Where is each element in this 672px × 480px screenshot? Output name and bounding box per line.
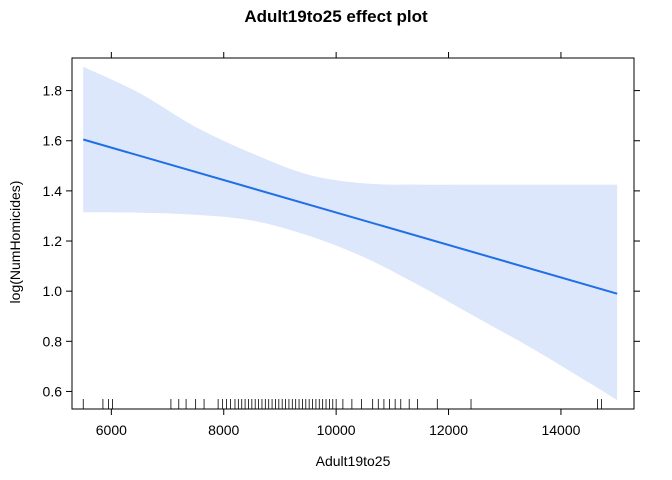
plot-area [71,57,635,410]
y-tick-label: 1.0 [43,283,63,299]
confidence-band [83,66,618,401]
y-axis: 0.6 0.8 1.0 1.2 1.4 1.6 1.8 [43,83,640,399]
chart-title: Adult19to25 effect plot [244,7,428,26]
x-axis: 6000 8000 10000 12000 14000 [96,52,581,438]
fitted-line [82,138,618,295]
plot-frame [71,57,635,410]
x-tick-label: 14000 [541,422,580,438]
y-tick-label: 0.6 [43,383,63,399]
x-tick-label: 6000 [96,422,127,438]
x-tick-label: 8000 [208,422,239,438]
y-tick-label: 1.4 [43,183,63,199]
y-tick-label: 1.6 [43,133,63,149]
y-tick-label: 1.8 [43,83,63,99]
y-tick-label: 0.8 [43,333,63,349]
x-tick-label: 10000 [317,422,356,438]
y-tick-label: 1.2 [43,233,63,249]
x-tick-label: 12000 [429,422,468,438]
x-axis-label: Adult19to25 [316,453,391,469]
y-axis-label: log(NumHomicides) [7,181,23,304]
